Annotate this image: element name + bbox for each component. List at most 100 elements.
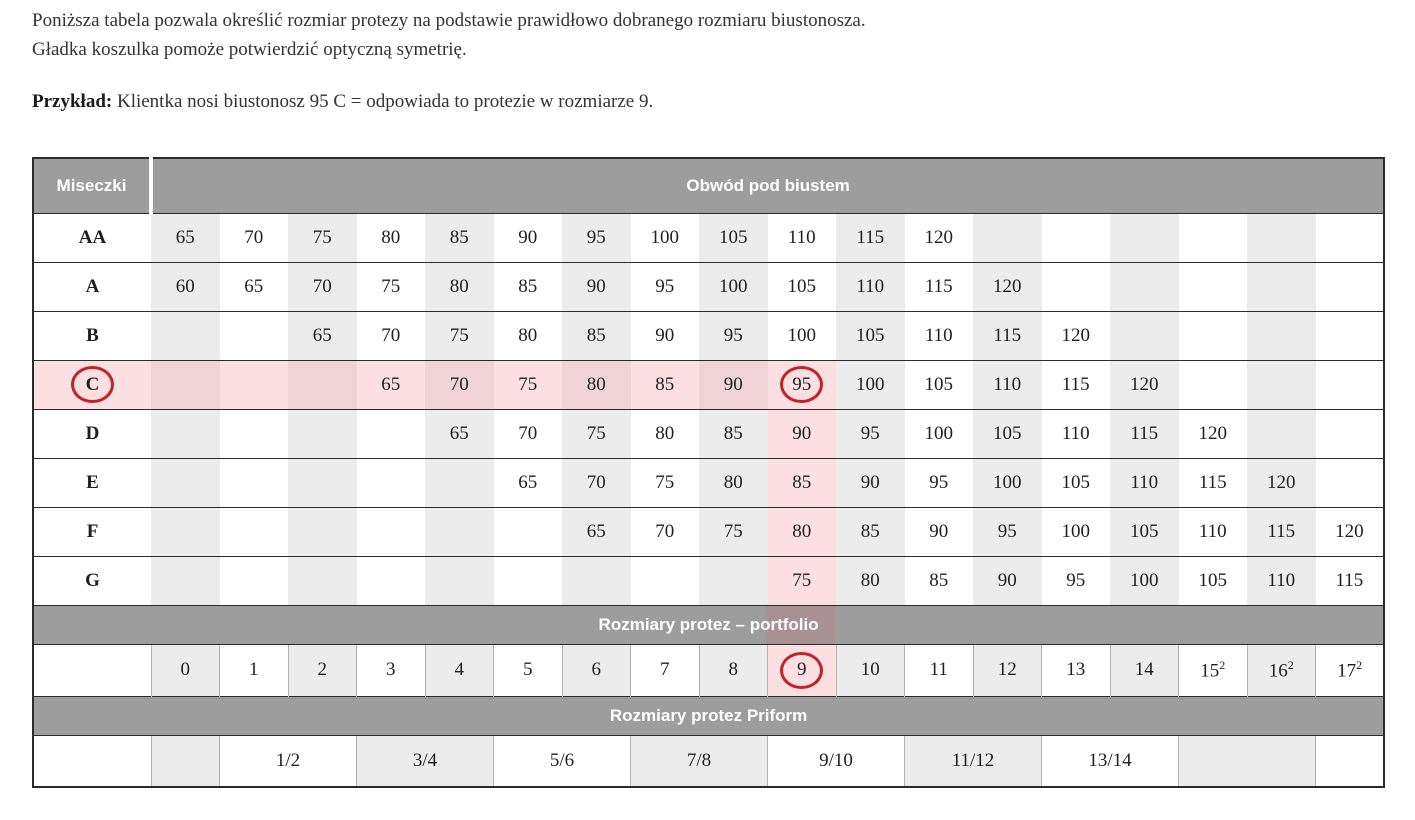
portfolio-size-cell: 152 (1178, 643, 1247, 696)
size-cell: 105 (836, 310, 905, 360)
priform-size-cell (150, 734, 220, 787)
size-cell (425, 506, 494, 556)
size-cell: 75 (288, 212, 357, 262)
cup-row-header-D: D (33, 408, 151, 458)
size-cell: 120 (1247, 457, 1316, 507)
size-cell: 75 (356, 261, 425, 311)
cup-row-header-F: F (33, 506, 151, 556)
size-cell (1315, 212, 1385, 262)
size-cell: 110 (1110, 457, 1179, 507)
size-cell (1178, 310, 1247, 360)
size-cell: 100 (836, 359, 905, 409)
priform-size-cell (1315, 734, 1385, 787)
priform-size-cell: 11/12 (904, 734, 1042, 787)
cup-row-A: A 60 65 70 75 80 85 90 95 100 105 110 115 120 (33, 261, 1385, 311)
priform-size-cell: 13/14 (1041, 734, 1179, 787)
size-cell: 70 (630, 506, 699, 556)
size-cell: 65 (288, 310, 357, 360)
portfolio-size-cell: 3 (356, 643, 425, 696)
size-cell (425, 555, 494, 605)
size-cell: 110 (973, 359, 1042, 409)
size-cell (1110, 261, 1179, 311)
size-cell (1110, 212, 1179, 262)
size-cell (425, 457, 494, 507)
size-cell: 60 (151, 261, 220, 311)
size-cell (151, 310, 220, 360)
size-cell (219, 310, 288, 360)
size-cell (1178, 359, 1247, 409)
size-cell: 90 (699, 359, 768, 409)
portfolio-size-cell: 13 (1041, 643, 1110, 696)
priform-size-cell: 3/4 (356, 734, 494, 787)
size-cell (151, 408, 220, 458)
size-cell: 95 (630, 261, 699, 311)
size-cell: 80 (425, 261, 494, 311)
size-cell (1315, 359, 1385, 409)
cup-row-header-C: C (33, 359, 151, 409)
cup-row-header-A: A (33, 261, 151, 311)
size-cell (219, 555, 288, 605)
size-cell (973, 212, 1042, 262)
portfolio-size-cell: 1 (219, 643, 288, 696)
size-cell (1110, 310, 1179, 360)
size-cell: 110 (836, 261, 905, 311)
priform-size-cell (1178, 734, 1316, 787)
size-cell: 75 (630, 457, 699, 507)
size-cell: 80 (356, 212, 425, 262)
size-cell (699, 555, 768, 605)
priform-size-cell: 1/2 (219, 734, 357, 787)
size-cell: 70 (425, 359, 494, 409)
size-cell (151, 359, 220, 409)
size-cell: 95 (973, 506, 1042, 556)
size-cell: 90 (493, 212, 562, 262)
size-cell: 115 (1110, 408, 1179, 458)
portfolio-size-cell: 14 (1109, 643, 1179, 696)
size-cell: 90 (904, 506, 973, 556)
size-cell (288, 359, 357, 409)
size-cell: 75 (562, 408, 631, 458)
size-cell: 95 (1041, 555, 1110, 605)
portfolio-size-cell: 162 (1246, 643, 1316, 696)
size-cell: 105 (973, 408, 1042, 458)
size-cell (219, 408, 288, 458)
intro-line-1: Poniższa tabela pozwala określić rozmiar… (32, 10, 866, 31)
size-cell: 90 (767, 408, 836, 458)
priform-size-cell: 7/8 (630, 734, 768, 787)
size-cell: 80 (836, 555, 905, 605)
size-cell (356, 457, 425, 507)
underbust-header-cell: Obwód pod biustem (151, 157, 1385, 214)
size-cell (356, 555, 425, 605)
example-label: Przykład: (32, 91, 113, 112)
size-cell: 70 (219, 212, 288, 262)
size-cell: 80 (699, 457, 768, 507)
size-cell: 115 (904, 261, 973, 311)
size-cell: 65 (219, 261, 288, 311)
portfolio-size-cell: 172 (1315, 643, 1385, 696)
size-cell: 70 (562, 457, 631, 507)
size-cell: 85 (630, 359, 699, 409)
size-cell: 100 (630, 212, 699, 262)
size-cell: 120 (973, 261, 1042, 311)
portfolio-band-row: Rozmiary protez – portfolio (33, 604, 1385, 645)
size-cell: 85 (767, 457, 836, 507)
size-cell: 65 (493, 457, 562, 507)
size-cell (1315, 408, 1385, 458)
size-cell (356, 506, 425, 556)
size-cell (630, 555, 699, 605)
size-cell: 85 (562, 310, 631, 360)
cup-row-F: F 65 70 75 80 85 90 95 100 105 110 115 120 (33, 506, 1385, 556)
portfolio-size-cell: 4 (424, 643, 494, 696)
size-cell: 85 (836, 506, 905, 556)
portfolio-size-cell: 0 (150, 643, 220, 696)
size-cell (1041, 261, 1110, 311)
size-cell (493, 555, 562, 605)
red-circle-annotation: C (71, 366, 114, 403)
size-cell: 90 (630, 310, 699, 360)
size-cell: 65 (151, 212, 220, 262)
priform-sizes-row: 1/2 3/4 5/6 7/8 9/10 11/12 13/14 (33, 734, 1385, 787)
size-cell: 90 (836, 457, 905, 507)
size-cell (1041, 212, 1110, 262)
cup-row-C: C 65 70 75 80 85 90 95 100 105 110 115 120 (33, 359, 1385, 409)
red-circle-annotation: 95 (780, 366, 824, 403)
size-cell: 85 (425, 212, 494, 262)
